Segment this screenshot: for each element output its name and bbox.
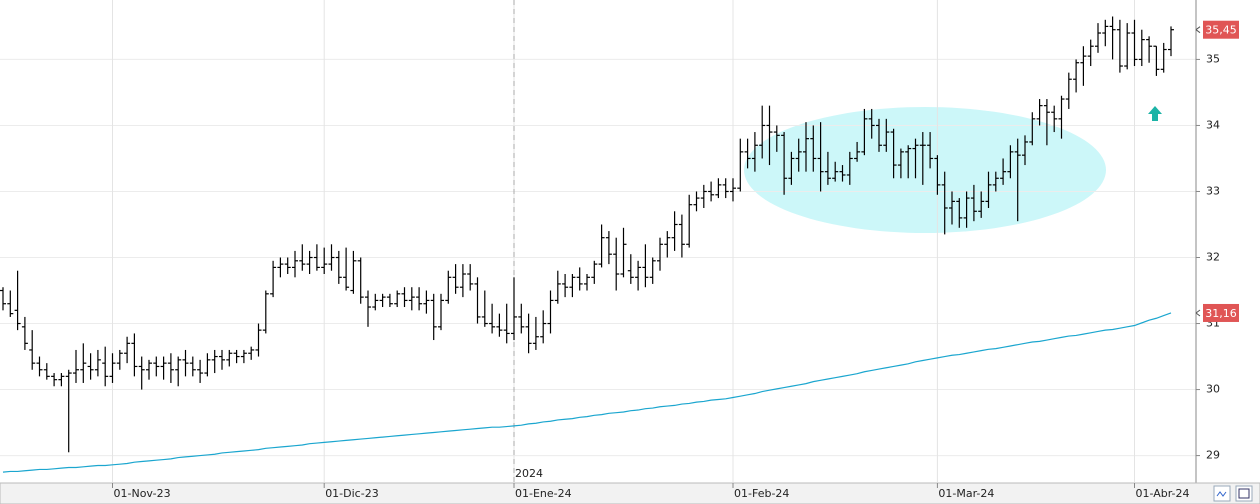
moving-average bbox=[2, 312, 1172, 473]
y-tick-label: 35 bbox=[1206, 52, 1220, 65]
x-tick-label: 01-Nov-23 bbox=[114, 487, 171, 500]
x-tick-label: 01-Abr-24 bbox=[1136, 487, 1190, 500]
price-tag bbox=[1203, 20, 1239, 39]
y-tick-label: 34 bbox=[1206, 118, 1220, 131]
x-tick-label: 01-Ene-24 bbox=[515, 487, 572, 500]
up-arrow bbox=[1148, 106, 1162, 121]
price-tag-label: 31,16 bbox=[1205, 307, 1237, 320]
price-tag-label: 35,45 bbox=[1205, 24, 1237, 37]
highlight-ellipse bbox=[744, 107, 1106, 233]
price-pointer bbox=[1195, 26, 1201, 34]
price-tag bbox=[1203, 303, 1239, 322]
ma-line bbox=[2, 312, 1172, 473]
price-pointer bbox=[1195, 309, 1201, 317]
x-tick-label: 01-Dic-23 bbox=[325, 487, 379, 500]
y-tick-label: 30 bbox=[1206, 383, 1220, 396]
x-axis-bar bbox=[0, 482, 1260, 504]
grid bbox=[0, 0, 1196, 482]
zoom-icon bbox=[1216, 491, 1227, 497]
save-icon bbox=[1238, 488, 1250, 499]
save-button[interactable] bbox=[1235, 485, 1253, 502]
y-tick-label: 32 bbox=[1206, 251, 1220, 264]
x-tick-label: 01-Feb-24 bbox=[734, 487, 789, 500]
y-tick-label: 29 bbox=[1206, 449, 1220, 462]
annotation: 2024 bbox=[515, 467, 543, 480]
x-tick-label: 01-Mar-24 bbox=[938, 487, 994, 500]
y-tick-label: 33 bbox=[1206, 184, 1220, 197]
ohlc-bars bbox=[0, 16, 1174, 453]
zoom-button[interactable] bbox=[1213, 485, 1231, 502]
